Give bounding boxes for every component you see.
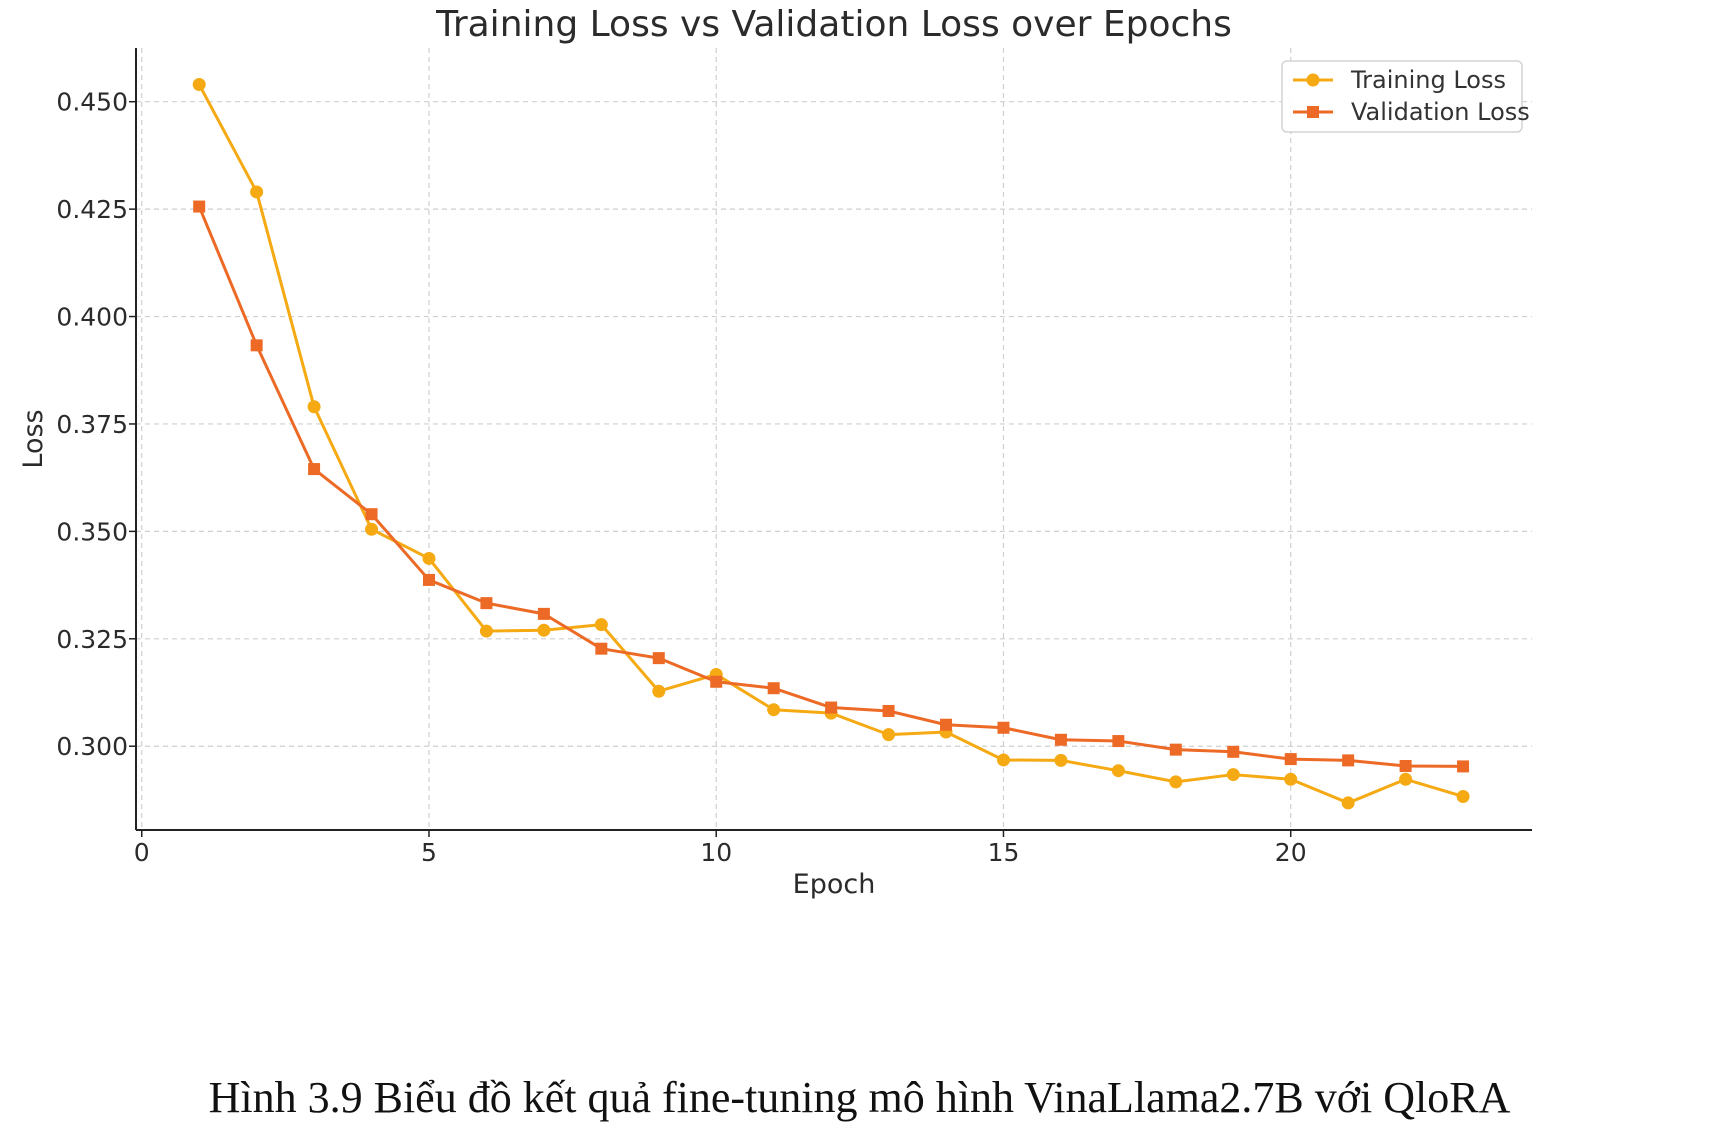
y-axis-label: Loss [18, 409, 49, 468]
data-point [996, 753, 1010, 767]
x-tick-label: 20 [1275, 838, 1307, 867]
data-point [997, 721, 1010, 734]
data-point [1169, 775, 1183, 789]
data-point [710, 675, 723, 688]
series-line [197, 83, 1464, 805]
plot-series [192, 78, 1470, 810]
data-point [1227, 745, 1240, 758]
legend-marker [1307, 106, 1319, 118]
data-point [537, 607, 550, 620]
x-tick-label: 10 [700, 838, 732, 867]
legend-marker [1306, 73, 1320, 87]
data-point [1054, 733, 1067, 746]
data-point [1342, 754, 1355, 767]
x-tick-label: 0 [134, 838, 150, 867]
axis-ticks: 0 5 10 15 20 0.300 0.325 0.350 0.375 0.400 0.425 0.… [56, 88, 1306, 867]
figure-caption: Hình 3.9 Biểu đồ kết quả fine-tuning mô … [208, 1073, 1511, 1122]
data-point [940, 718, 953, 731]
chart-title: Training Loss vs Validation Loss over Ep… [435, 4, 1232, 45]
data-point [594, 618, 608, 632]
y-tick-label: 0.400 [56, 303, 128, 332]
data-point [1341, 796, 1355, 810]
data-point [365, 522, 379, 536]
data-point [1284, 772, 1298, 786]
x-axis-label: Epoch [793, 869, 876, 900]
data-point [537, 623, 551, 637]
data-point [595, 642, 608, 655]
data-point [308, 463, 321, 476]
y-tick-label: 0.300 [56, 732, 128, 761]
data-point [652, 652, 665, 665]
data-point [767, 703, 781, 717]
legend-label: Validation Loss [1351, 98, 1530, 126]
data-point [250, 185, 264, 199]
series-line [197, 205, 1464, 768]
y-tick-label: 0.425 [56, 195, 128, 224]
data-point [192, 78, 206, 92]
y-tick-label: 0.325 [56, 625, 128, 654]
data-point [365, 508, 378, 521]
data-point [1054, 753, 1068, 767]
data-point [767, 682, 780, 695]
data-point [1457, 760, 1470, 773]
data-point [479, 624, 493, 638]
data-point [1399, 759, 1412, 772]
data-point [1111, 764, 1125, 778]
x-tick-label: 5 [421, 838, 437, 867]
data-point [882, 704, 895, 717]
data-point [1169, 743, 1182, 756]
data-point [825, 701, 838, 714]
data-point [422, 551, 436, 565]
y-tick-label: 0.450 [56, 88, 128, 117]
data-point [193, 200, 206, 213]
data-point [307, 400, 321, 414]
data-point [1456, 789, 1470, 803]
y-tick-label: 0.375 [56, 410, 128, 439]
legend: Training Loss Validation Loss [1281, 60, 1530, 133]
series-training-loss [192, 78, 1470, 810]
series-validation-loss [193, 200, 1470, 773]
data-point [1226, 768, 1240, 782]
legend-label: Training Loss [1350, 66, 1506, 94]
data-point [422, 573, 435, 586]
data-point [882, 728, 896, 742]
data-point [1284, 753, 1297, 766]
data-point [1399, 772, 1413, 786]
y-tick-label: 0.350 [56, 517, 128, 546]
data-point [1112, 735, 1125, 748]
data-point [480, 597, 493, 610]
grid-lines [136, 48, 1532, 830]
legend-box [1281, 60, 1523, 133]
data-point [250, 339, 263, 352]
data-point [652, 684, 666, 698]
x-tick-label: 15 [988, 838, 1020, 867]
